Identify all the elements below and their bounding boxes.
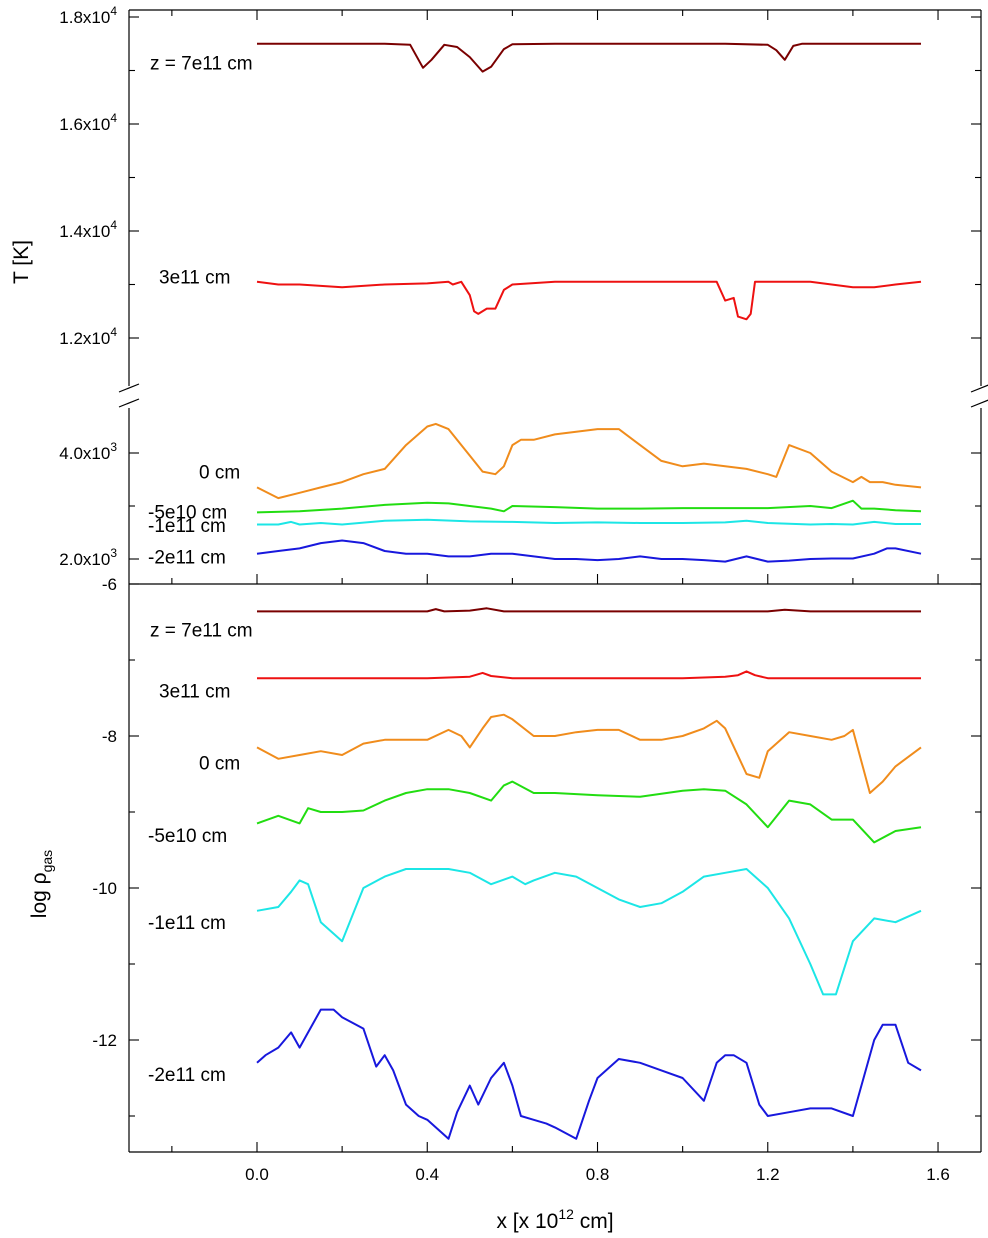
temperature-series-label: 0 cm (199, 463, 240, 484)
density-series-3e11-cm (257, 670, 921, 680)
temp-tick-exponent: 3 (110, 440, 117, 454)
density-tick-label: -12 (92, 1031, 117, 1050)
x-axis-label: x [x 1012 cm] (496, 1206, 613, 1233)
temp-tick-exponent: 3 (110, 546, 117, 560)
tick-labels: 1.2x1041.4x1041.6x1041.8x1042.0x1034.0x1… (59, 4, 950, 1184)
temperature-series-label: z = 7e11 cm (150, 53, 253, 74)
temperature-series-z-7e11-cm (257, 42, 921, 73)
temp-tick-label: 2.0x103 (59, 546, 117, 569)
density-series-label: -1e11 cm (148, 913, 226, 934)
density-series-label: 0 cm (199, 754, 240, 775)
temp-tick-exponent: 4 (110, 4, 117, 18)
density-tick-label: -10 (92, 879, 117, 898)
temp-tick-mantissa: 1.4x10 (59, 222, 110, 241)
tick-marks (129, 10, 981, 1152)
x-tick-label: 0.0 (245, 1165, 269, 1184)
density-series-label: 3e11 cm (159, 681, 230, 702)
temp-tick-mantissa: 4.0x10 (59, 444, 110, 463)
temp-tick-exponent: 4 (110, 325, 117, 339)
axis-break-right (970, 384, 988, 408)
temp-tick-label: 1.4x104 (59, 218, 117, 241)
temp-tick-exponent: 4 (110, 218, 117, 232)
density-series-label: z = 7e11 cm (150, 621, 253, 642)
density-series-z-7e11-cm (257, 607, 921, 613)
temp-tick-mantissa: 1.2x10 (59, 329, 110, 348)
temp-tick-mantissa: 2.0x10 (59, 550, 110, 569)
density-axis-label: log ρgas (28, 850, 55, 918)
density-panel (128, 584, 982, 1153)
temperature-series-3e11-cm (256, 280, 922, 321)
axis-break-left (118, 383, 140, 408)
temp-tick-label: 1.2x104 (59, 325, 117, 348)
temperature-series-2e11-cm (256, 539, 922, 563)
temp-tick-label: 4.0x103 (59, 440, 117, 463)
x-tick-label: 0.4 (415, 1165, 439, 1184)
temp-tick-label: 1.8x104 (59, 4, 117, 27)
temperature-axis-label: T [K] (10, 240, 33, 284)
density-series-label: -2e11 cm (148, 1065, 226, 1086)
temperature-series-label: -5e10 cm (148, 502, 227, 523)
data-series (256, 42, 922, 1140)
x-axis-label-exp: 12 (558, 1206, 574, 1222)
density-axis-label-main: log ρ (28, 872, 51, 918)
temperature-series-label: -1e11 cm (148, 516, 226, 537)
density-tick-label: -6 (102, 575, 117, 594)
density-series-1e11-cm (256, 868, 922, 996)
temperature-series-0-cm (256, 422, 922, 500)
temp-tick-label: 1.6x104 (59, 111, 117, 134)
density-series-0-cm (256, 713, 922, 794)
density-axis-label-sub: gas (39, 850, 55, 873)
temperature-series-5e10-cm (256, 499, 922, 514)
density-series-5e10-cm (256, 780, 922, 844)
temperature-panel (118, 9, 988, 584)
density-series-2e11-cm (256, 1008, 922, 1140)
temperature-series-1e11-cm (257, 518, 921, 526)
x-tick-label: 1.6 (926, 1165, 950, 1184)
temp-tick-mantissa: 1.6x10 (59, 115, 110, 134)
temperature-series-label: -2e11 cm (148, 547, 226, 568)
density-tick-label: -8 (102, 727, 117, 746)
x-axis-label-unit: cm] (574, 1210, 614, 1233)
temp-tick-exponent: 4 (110, 111, 117, 125)
density-series-label: -5e10 cm (148, 826, 227, 847)
x-tick-label: 1.2 (756, 1165, 780, 1184)
x-tick-label: 0.8 (586, 1165, 610, 1184)
temp-tick-mantissa: 1.8x10 (59, 8, 110, 27)
x-axis-label-main: x [x 10 (496, 1210, 558, 1233)
temperature-series-label: 3e11 cm (159, 267, 230, 288)
